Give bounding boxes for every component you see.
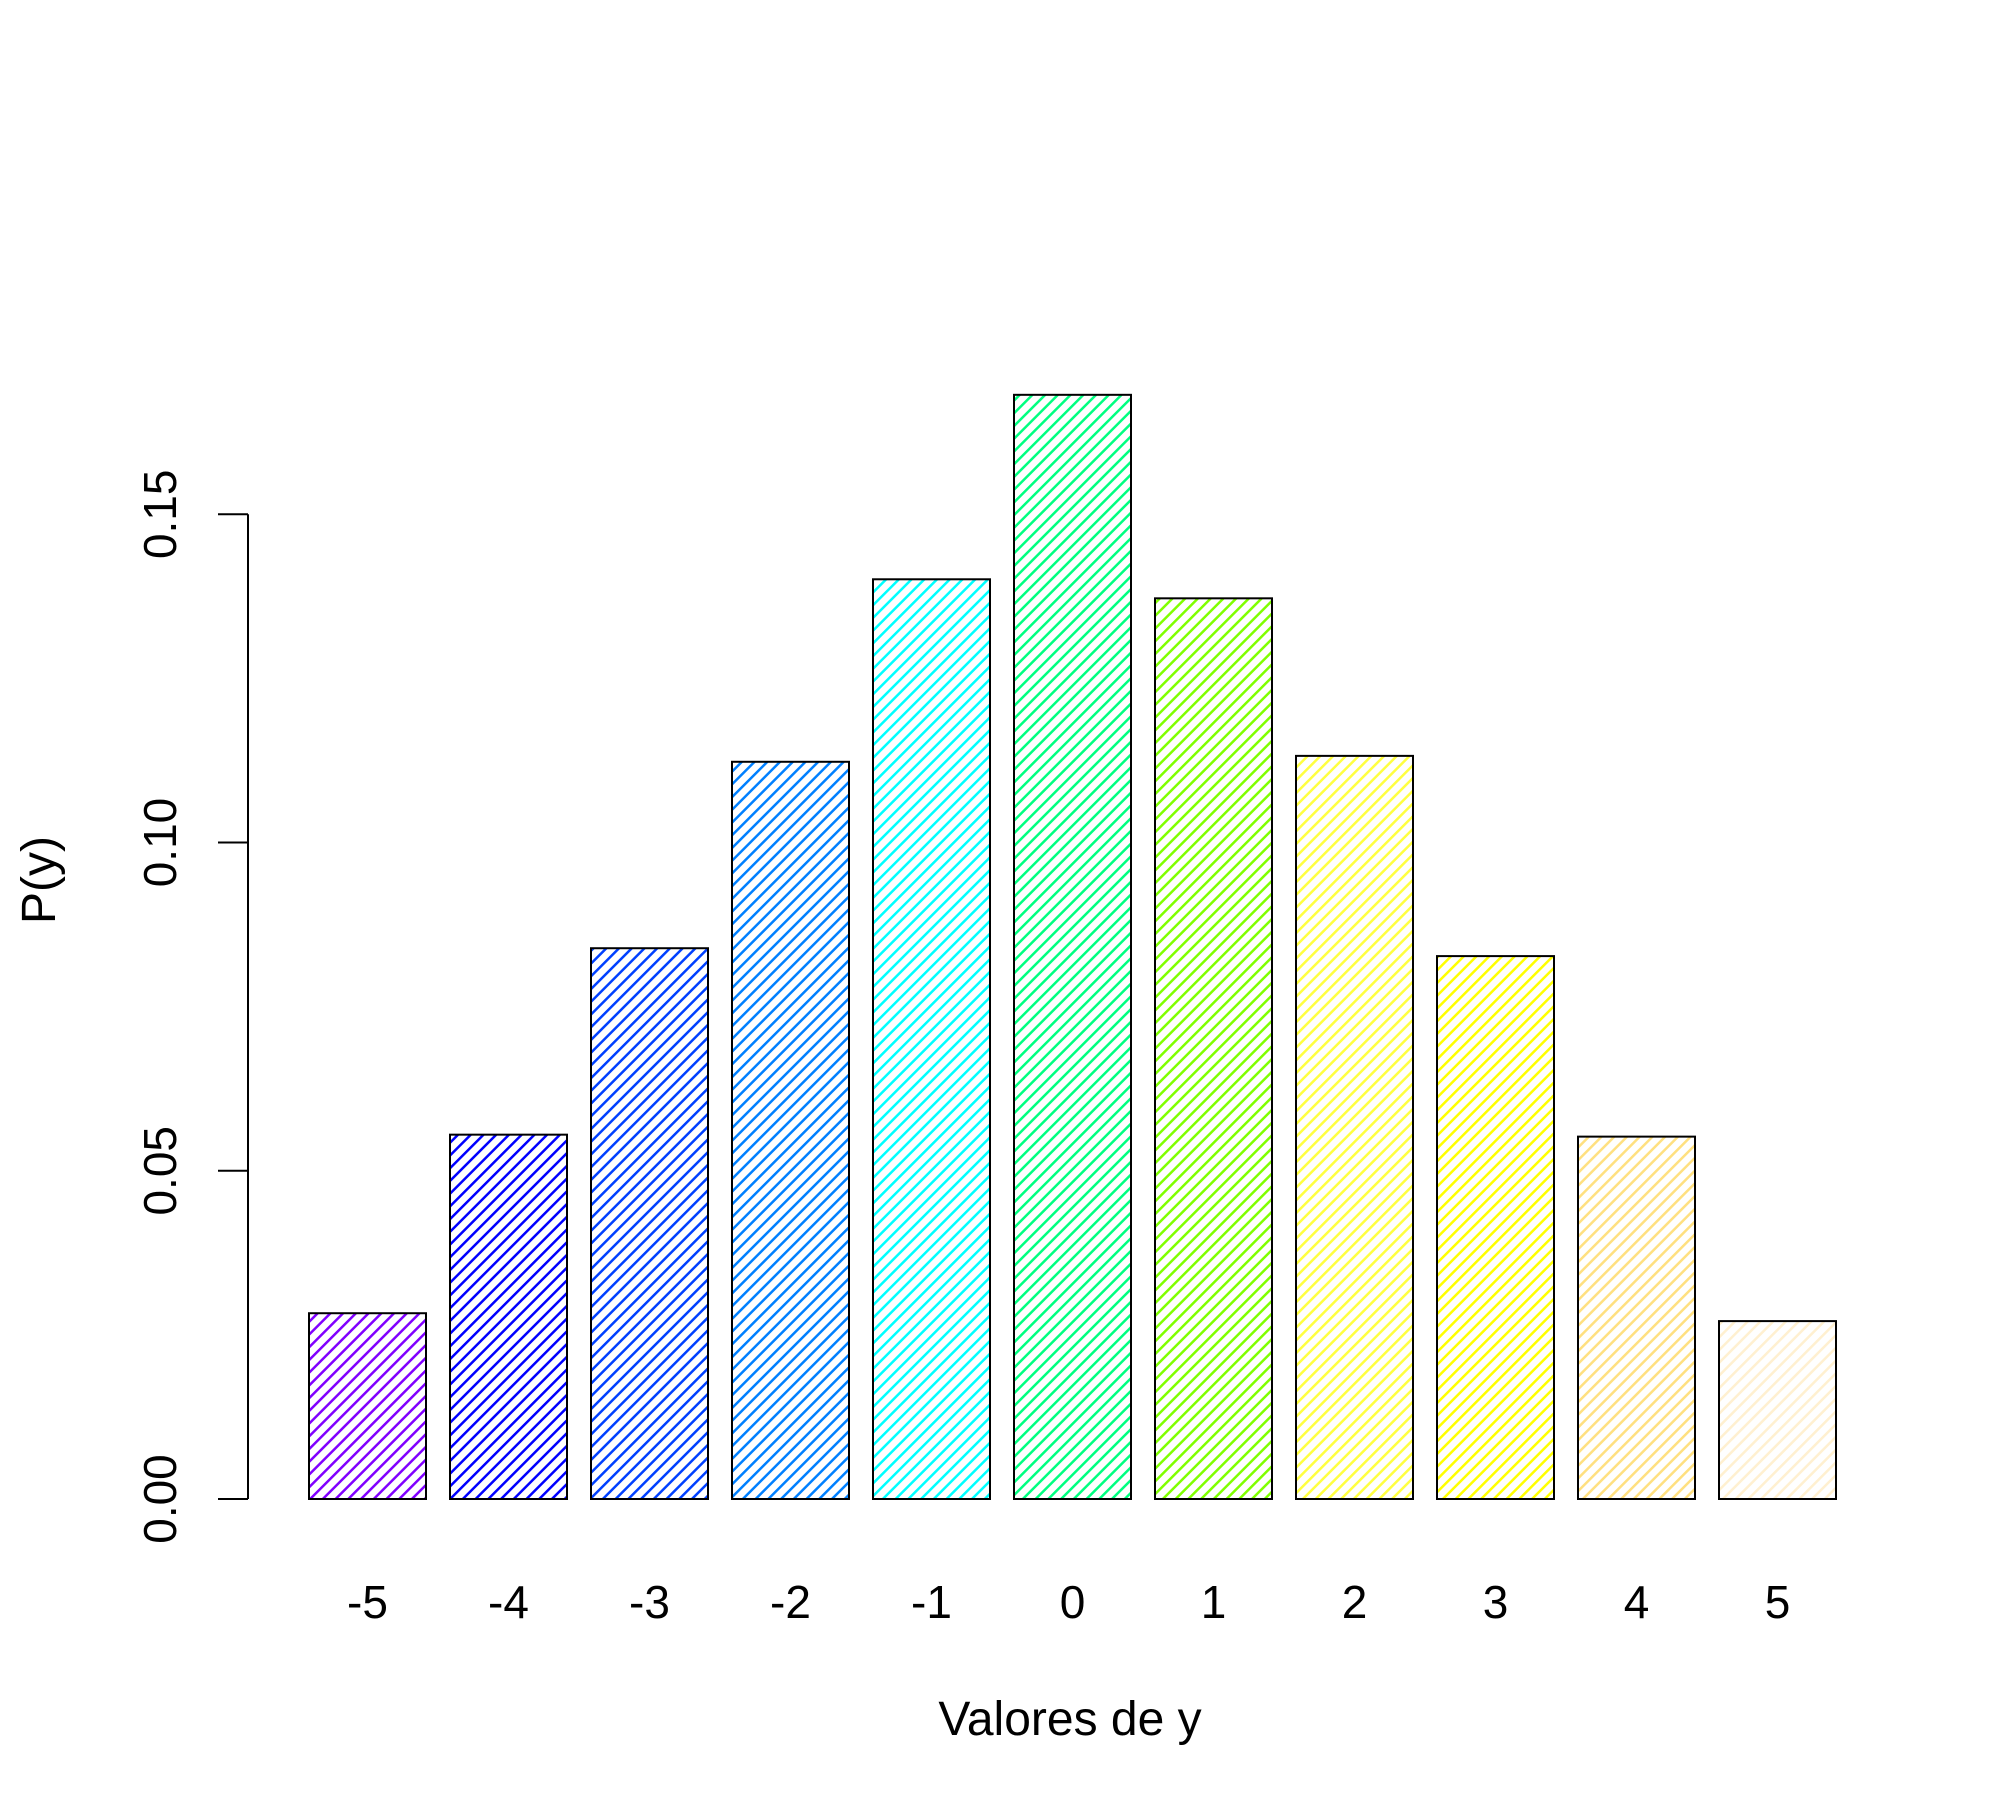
x-tick-label: 2	[1342, 1576, 1368, 1628]
bar--1	[872, 578, 991, 1500]
bar-2	[1295, 754, 1414, 1500]
bar--5	[308, 1312, 427, 1501]
y-tick-label: 0.15	[134, 470, 186, 560]
x-tick-label: 1	[1201, 1576, 1227, 1628]
y-tick-label: 0.05	[134, 1126, 186, 1216]
bar--4	[449, 1133, 568, 1500]
bar-3	[1436, 955, 1555, 1500]
bar-5	[1718, 1320, 1837, 1500]
y-axis-title: P(y)	[13, 836, 66, 924]
y-tick-label: 0.00	[134, 1454, 186, 1544]
bar--2	[731, 760, 850, 1500]
x-tick-label: -5	[347, 1576, 388, 1628]
x-tick-label: 5	[1765, 1576, 1791, 1628]
x-tick-label: 3	[1483, 1576, 1509, 1628]
bars-group	[308, 393, 1837, 1501]
x-tick-label: 4	[1624, 1576, 1650, 1628]
x-tick-label: -4	[488, 1576, 529, 1628]
bar-4	[1577, 1135, 1696, 1501]
x-axis-title: Valores de y	[938, 1693, 1201, 1746]
x-tick-label: -2	[770, 1576, 811, 1628]
y-tick-label: 0.10	[134, 798, 186, 888]
x-tick-label: -3	[629, 1576, 670, 1628]
x-tick-label: 0	[1060, 1576, 1086, 1628]
x-tick-label: -1	[911, 1576, 952, 1628]
bar-0	[1013, 393, 1132, 1500]
bar--3	[590, 947, 709, 1500]
x-tick-labels: -5 -4 -3 -2 -1 0 1 2 3 4 5	[347, 1576, 1790, 1628]
bar-1	[1154, 597, 1273, 1500]
y-axis: 0.00 0.05 0.10 0.15	[134, 470, 249, 1544]
